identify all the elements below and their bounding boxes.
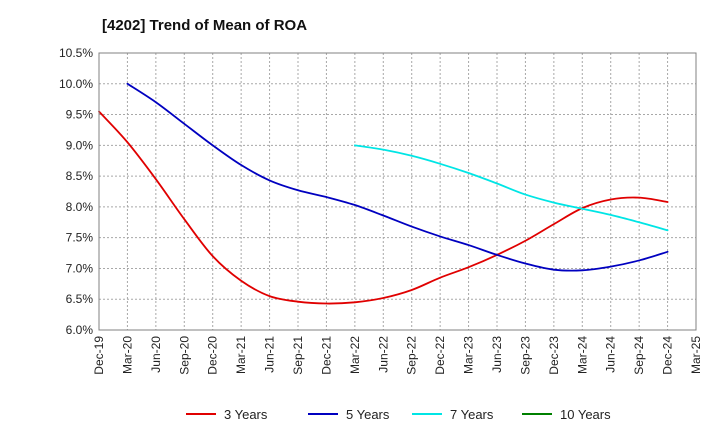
- chart-title: [4202] Trend of Mean of ROA: [102, 17, 307, 34]
- x-tick-label: Dec-22: [433, 336, 447, 375]
- x-tick-label: Mar-24: [575, 336, 589, 374]
- x-tick-label: Mar-22: [348, 336, 362, 374]
- x-tick-label: Jun-23: [490, 336, 504, 373]
- x-tick-label: Jun-21: [263, 336, 277, 373]
- series-line-5-years: [126, 82, 669, 272]
- x-tick-label: Dec-21: [319, 336, 333, 375]
- x-axis-ticks: Dec-19 Mar-20 Jun-20 Sep-20 Dec-20 Mar-21 Jun-…: [92, 336, 703, 375]
- legend-label-7-years: 7 Years: [450, 407, 494, 422]
- y-tick-label: 9.5%: [66, 108, 94, 122]
- x-tick-label: Mar-25: [689, 336, 703, 374]
- x-tick-label: Mar-20: [120, 336, 134, 374]
- series-line-7-years: [353, 144, 669, 232]
- y-tick-label: 7.5%: [66, 231, 94, 245]
- x-tick-label: Sep-22: [405, 336, 419, 375]
- legend: 3 Years 5 Years 7 Years 10 Years: [186, 407, 611, 422]
- y-tick-label: 9.0%: [66, 138, 94, 152]
- x-tick-label: Sep-24: [632, 336, 646, 375]
- x-tick-label: Sep-20: [177, 336, 191, 375]
- legend-label-3-years: 3 Years: [224, 407, 268, 422]
- x-tick-label: Jun-22: [376, 336, 390, 373]
- x-tick-label: Jun-24: [604, 336, 618, 373]
- y-tick-label: 8.5%: [66, 169, 94, 183]
- x-tick-label: Mar-23: [462, 336, 476, 374]
- y-tick-label: 8.0%: [66, 200, 94, 214]
- x-tick-label: Sep-21: [291, 336, 305, 375]
- legend-label-5-years: 5 Years: [346, 407, 390, 422]
- series-line-3-years: [98, 110, 669, 305]
- y-tick-label: 6.0%: [66, 323, 94, 337]
- legend-label-10-years: 10 Years: [560, 407, 611, 422]
- y-tick-label: 10.5%: [59, 46, 93, 60]
- y-tick-label: 10.0%: [59, 77, 93, 91]
- plot-border: [98, 52, 697, 331]
- x-tick-label: Jun-20: [149, 336, 163, 373]
- x-tick-label: Dec-19: [92, 336, 106, 375]
- x-tick-label: Dec-20: [206, 336, 220, 375]
- x-tick-label: Dec-24: [661, 336, 675, 375]
- series-lines: [98, 82, 669, 305]
- x-tick-label: Dec-23: [547, 336, 561, 375]
- y-tick-label: 6.5%: [66, 292, 94, 306]
- y-tick-label: 7.0%: [66, 261, 94, 275]
- x-tick-label: Sep-23: [518, 336, 532, 375]
- y-axis-ticks: 6.0% 6.5% 7.0% 7.5% 8.0% 8.5% 9.0% 9.5% 10.0% 10.…: [59, 46, 93, 337]
- x-tick-label: Mar-21: [234, 336, 248, 374]
- plot-area: [99, 53, 696, 330]
